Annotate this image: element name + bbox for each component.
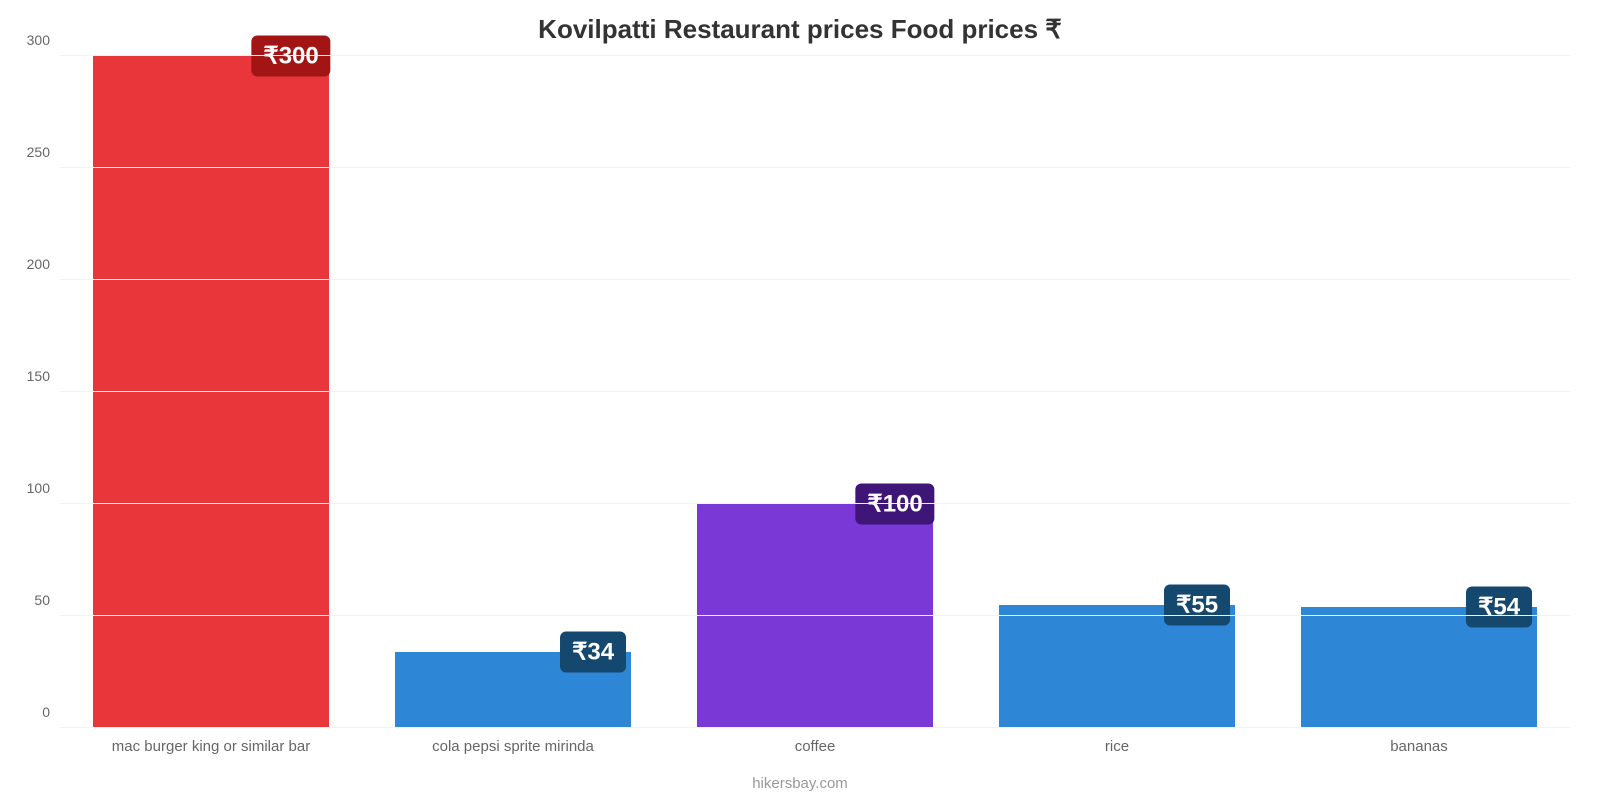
chart-footer: hikersbay.com: [0, 775, 1600, 792]
grid-line: [60, 391, 1570, 392]
x-tick-label: bananas: [1390, 728, 1448, 755]
bar-slot: ₹300mac burger king or similar bar: [60, 56, 362, 728]
value-badge: ₹34: [560, 631, 626, 672]
chart-title: Kovilpatti Restaurant prices Food prices…: [0, 0, 1600, 45]
bar: [93, 56, 329, 728]
y-tick-label: 200: [27, 256, 60, 272]
chart-container: Kovilpatti Restaurant prices Food prices…: [0, 0, 1600, 800]
y-tick-label: 150: [27, 368, 60, 384]
grid-line: [60, 55, 1570, 56]
y-tick-label: 50: [34, 592, 60, 608]
x-tick-label: rice: [1105, 728, 1129, 755]
bar-slot: ₹54bananas: [1268, 56, 1570, 728]
bar-slot: ₹34cola pepsi sprite mirinda: [362, 56, 664, 728]
value-badge: ₹100: [855, 484, 934, 525]
bar-slot: ₹55rice: [966, 56, 1268, 728]
bar-slot: ₹100coffee: [664, 56, 966, 728]
value-badge: ₹55: [1164, 584, 1230, 625]
x-tick-label: coffee: [795, 728, 836, 755]
x-tick-label: cola pepsi sprite mirinda: [432, 728, 594, 755]
y-tick-label: 100: [27, 480, 60, 496]
grid-line: [60, 279, 1570, 280]
grid-line: [60, 503, 1570, 504]
grid-line: [60, 727, 1570, 728]
plot-area: ₹300mac burger king or similar bar₹34col…: [60, 56, 1570, 728]
x-tick-label: mac burger king or similar bar: [112, 728, 310, 755]
bars-layer: ₹300mac burger king or similar bar₹34col…: [60, 56, 1570, 728]
y-tick-label: 250: [27, 144, 60, 160]
grid-line: [60, 615, 1570, 616]
grid-line: [60, 167, 1570, 168]
value-badge: ₹300: [251, 36, 330, 77]
value-badge: ₹54: [1466, 587, 1532, 628]
y-tick-label: 0: [42, 704, 60, 720]
y-tick-label: 300: [27, 32, 60, 48]
bar: [697, 504, 933, 728]
